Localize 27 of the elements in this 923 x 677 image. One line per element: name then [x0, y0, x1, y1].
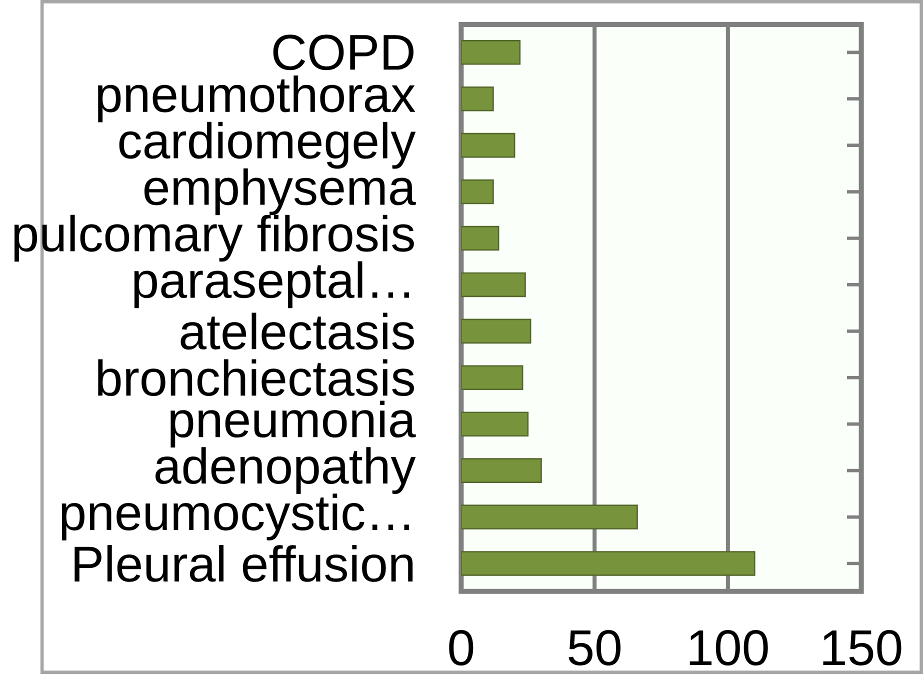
y-tick-label: bronchiectasis [98, 359, 414, 396]
x-tick-label: 100 [690, 630, 768, 666]
y-tick-label: Pleural effusion [74, 545, 413, 582]
bar [461, 272, 526, 298]
y-tick-label: paraseptal… [134, 261, 409, 308]
bar [461, 412, 529, 437]
bar [461, 365, 524, 390]
y-tick-label: pulcomary fibrosis [14, 214, 414, 262]
y-tick-label: pneumothorax [98, 76, 416, 122]
y-tick-label: pneumonia [170, 400, 416, 448]
bar [461, 458, 542, 484]
bar [461, 318, 532, 344]
bar [461, 504, 638, 530]
x-tick-label: 50 [568, 630, 620, 666]
y-tick-label: emphysema [144, 168, 416, 216]
bar [461, 226, 500, 251]
y-tick-label: cardiomegely [119, 122, 416, 169]
bar [461, 180, 494, 204]
x-tick-label: 150 [823, 630, 902, 666]
y-tick-label: pneumocystic… [62, 494, 409, 541]
bar [461, 133, 516, 158]
bar [461, 40, 521, 65]
bar [461, 551, 756, 576]
y-tick-label: COPD [273, 34, 414, 70]
y-tick-label: atelectasis [180, 312, 414, 350]
y-tick-label: adenopathy [156, 447, 416, 494]
x-tick-label: 0 [449, 630, 474, 666]
